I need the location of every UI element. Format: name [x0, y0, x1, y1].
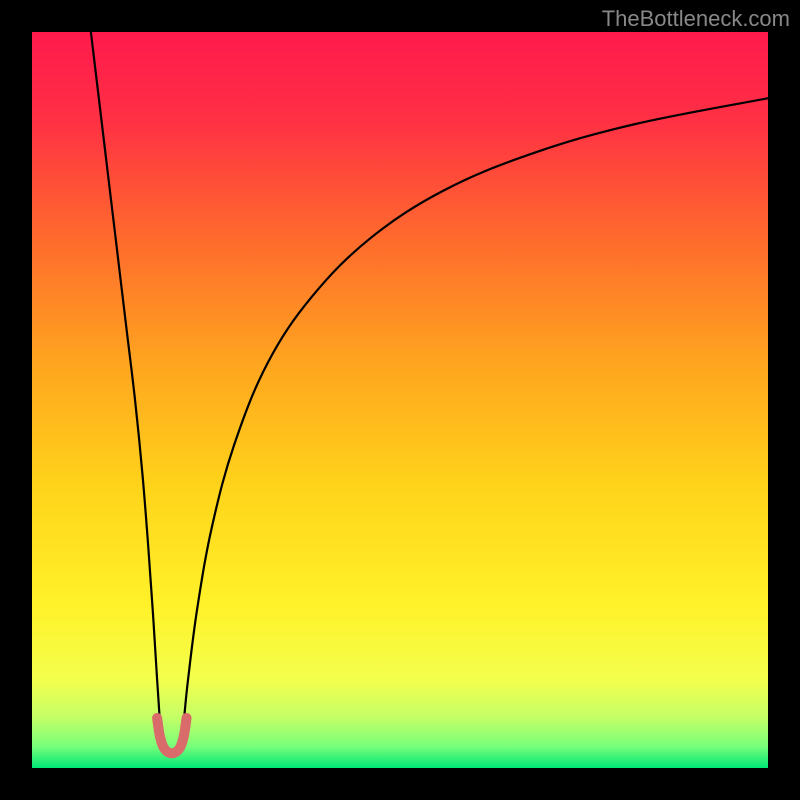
dip-marker [157, 718, 186, 753]
plot-area [32, 32, 768, 768]
curve-right-branch [184, 98, 768, 724]
chart-container: TheBottleneck.com [0, 0, 800, 800]
curve-left-branch [91, 32, 160, 724]
curve-layer [32, 32, 768, 768]
watermark-text: TheBottleneck.com [602, 6, 790, 32]
